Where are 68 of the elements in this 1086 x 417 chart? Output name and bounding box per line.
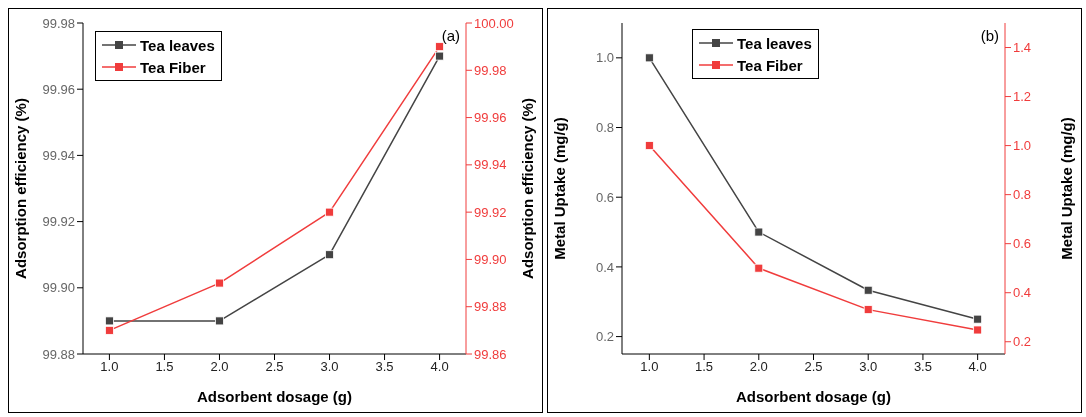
y-tick-label: 0.4 [595,259,614,275]
point [215,278,224,288]
legend-label: Tea leaves [140,36,215,54]
point [973,325,983,335]
point [325,207,334,217]
x-axis-title: Adsorbent dosage (g) [735,388,892,405]
y-tick-label: 99.88 [42,346,75,362]
x-tick-label: 2.5 [265,359,284,375]
y2-tick-label: 99.86 [474,346,507,362]
point [644,141,654,150]
y-tick-label: 99.90 [42,280,75,296]
point [105,325,114,335]
legend-label: Tea Fiber [140,58,206,76]
x-axis-title: Adsorbent dosage (g) [196,388,353,405]
y-tick-label: 99.92 [42,214,75,230]
y-tick-label: 0.8 [595,120,614,136]
point [754,263,764,273]
point [105,316,114,326]
y2-tick-label: 1.2 [1013,89,1032,105]
y2-tick-label: 1.4 [1013,40,1032,56]
point [754,227,764,237]
x-tick-label: 2.0 [210,359,229,375]
y2-tick-label: 99.94 [474,157,507,173]
x-tick-label: 3.5 [375,359,394,375]
point [644,53,654,63]
y-tick-label: 99.94 [42,148,75,164]
x-tick-label: 3.0 [859,359,878,375]
y2-tick-label: 1.0 [1013,138,1032,154]
point [863,285,873,295]
y-tick-label: 1.0 [595,50,614,66]
y-axis-title: Adsorption efficiency (%) [12,98,30,279]
y2-tick-label: 99.96 [474,110,507,126]
legend-label: Tea leaves [737,34,812,52]
point [325,250,334,260]
x-tick-label: 4.0 [968,359,987,375]
point [863,305,873,315]
y2-tick-label: 0.4 [1013,285,1032,301]
point [973,314,983,324]
y2-tick-label: 0.2 [1013,334,1032,350]
y2-axis-title: Adsorption efficiency (%) [519,98,537,279]
y-tick-label: 99.96 [42,81,75,97]
annotation: (b) [980,27,999,44]
y2-tick-label: 0.8 [1013,187,1032,203]
point [435,51,444,61]
x-tick-label: 1.5 [155,359,174,375]
y2-tick-label: 0.6 [1013,236,1032,252]
x-tick-label: 3.5 [913,359,932,375]
annotation: (a) [441,27,460,44]
y-tick-label: 99.98 [42,15,75,31]
legend-label: Tea Fiber [737,56,803,74]
y2-tick-label: 99.92 [474,204,507,220]
y-tick-label: 0.2 [595,329,614,345]
x-tick-label: 1.5 [695,359,714,375]
x-tick-label: 1.0 [640,359,659,375]
point [435,42,444,52]
y2-tick-label: 99.88 [474,299,507,315]
y2-tick-label: 100.00 [474,15,514,31]
x-tick-label: 2.0 [749,359,768,375]
y2-axis-title: Metal Uptake (mg/g) [1058,117,1076,260]
y2-tick-label: 99.90 [474,252,507,268]
y-tick-label: 0.6 [595,189,614,205]
point [215,316,224,326]
x-tick-label: 4.0 [430,359,449,375]
y2-tick-label: 99.98 [474,62,507,78]
x-tick-label: 2.5 [804,359,823,375]
x-tick-label: 1.0 [100,359,119,375]
x-tick-label: 3.0 [320,359,339,375]
y-axis-title: Metal Uptake (mg/g) [551,117,569,260]
